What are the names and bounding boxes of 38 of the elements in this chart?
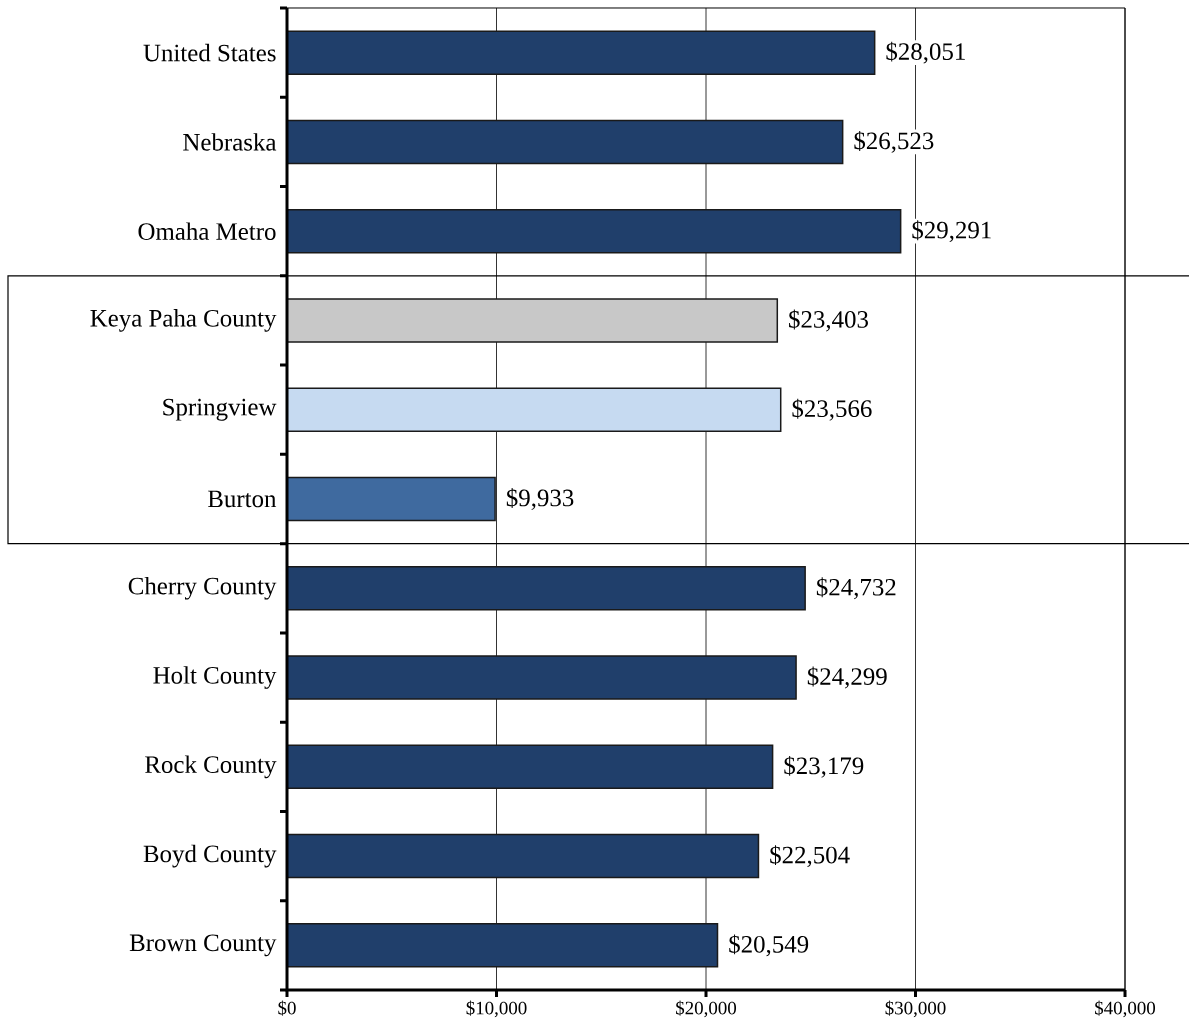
y-tick-label: Boyd County <box>143 844 277 868</box>
bar <box>286 298 779 343</box>
y-tick-label: Burton <box>208 490 277 508</box>
y-tick-label: Nebraska <box>183 133 277 151</box>
y-tick-label: Springview <box>163 398 277 421</box>
bar <box>286 655 797 700</box>
data-label: $26,523 <box>854 130 934 153</box>
y-tick-label: Keya Paha County <box>90 309 277 332</box>
bar <box>286 119 844 165</box>
data-label: $9,933 <box>506 488 574 510</box>
data-label: $22,504 <box>770 845 850 868</box>
y-tick-label: Cherry County <box>128 576 277 600</box>
bar <box>286 208 902 254</box>
data-label: $29,291 <box>912 220 991 243</box>
bar <box>286 833 760 879</box>
data-label: $20,549 <box>729 934 809 957</box>
data-label: $23,403 <box>789 309 868 332</box>
bar <box>286 923 719 968</box>
data-label: $24,299 <box>807 666 887 689</box>
bar <box>286 566 806 611</box>
y-tick-label: Brown County <box>129 934 277 957</box>
x-tick-label: $10,000 <box>466 1000 527 1018</box>
bar <box>286 30 876 75</box>
x-tick-label: $40,000 <box>1095 1000 1156 1018</box>
bar <box>286 744 774 790</box>
y-tick-label: Omaha Metro <box>138 222 276 240</box>
bar <box>286 476 496 522</box>
data-label: $23,179 <box>784 755 864 778</box>
x-tick-label: $30,000 <box>885 1000 946 1018</box>
data-label: $28,051 <box>886 41 965 64</box>
y-tick-label: United States <box>143 43 276 62</box>
data-label: $24,732 <box>816 577 896 600</box>
x-tick-label: $0 <box>278 1000 296 1016</box>
bar <box>286 387 782 432</box>
y-tick-label: Holt County <box>153 666 277 689</box>
y-tick-label: Rock County <box>145 755 277 779</box>
data-label: $23,566 <box>792 398 872 421</box>
x-tick-label: $20,000 <box>676 1000 737 1018</box>
